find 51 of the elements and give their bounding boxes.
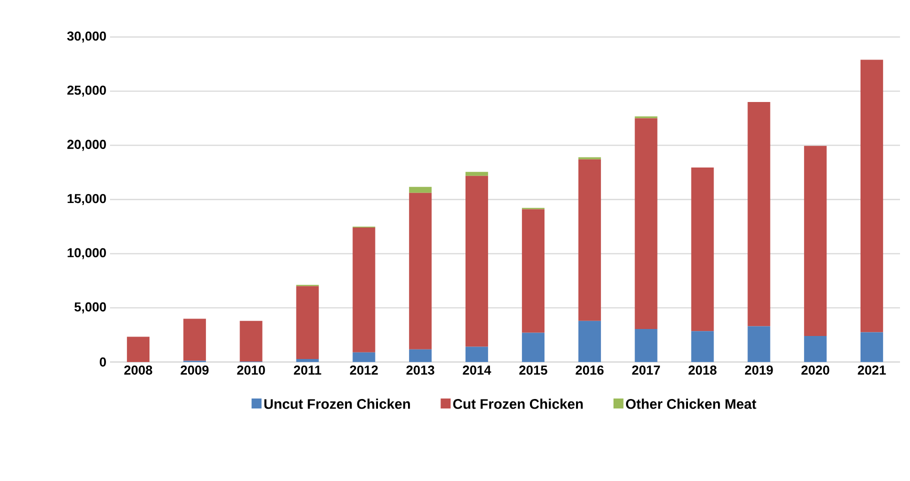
x-tick-label: 2017 xyxy=(632,366,660,375)
bar xyxy=(860,60,884,332)
y-tick-label: 5,000 xyxy=(74,302,106,314)
y-tick-label: 10,000 xyxy=(68,248,106,260)
x-tick-label: 2021 xyxy=(858,366,886,375)
y-tick-label: 30,000 xyxy=(67,31,106,43)
bar xyxy=(691,331,714,362)
bar xyxy=(748,102,770,326)
bar xyxy=(748,326,770,362)
bar xyxy=(126,336,150,362)
bar xyxy=(860,332,884,362)
legend-label: Uncut Frozen Chicken xyxy=(264,398,410,409)
bar xyxy=(804,336,827,362)
x-tick-label: 2010 xyxy=(237,366,265,375)
bar xyxy=(804,146,827,336)
x-tick-label: 2013 xyxy=(406,366,434,375)
bar xyxy=(466,172,488,176)
bar xyxy=(296,358,319,362)
x-tick-label: 2012 xyxy=(350,366,378,375)
x-tick-label: 2009 xyxy=(180,366,209,375)
x-tick-label: 2016 xyxy=(576,366,604,375)
bar xyxy=(578,159,601,321)
x-tick-label: 2014 xyxy=(462,366,492,375)
bar xyxy=(296,286,319,359)
y-tick-label: 25,000 xyxy=(67,86,106,97)
bar xyxy=(634,118,658,329)
bar xyxy=(578,320,601,362)
x-tick-label: 2015 xyxy=(519,366,548,375)
bar xyxy=(409,349,432,362)
bar xyxy=(352,227,376,352)
x-tick-label: 2019 xyxy=(744,366,773,375)
bar xyxy=(466,346,488,362)
y-tick-label: 15,000 xyxy=(68,194,106,206)
bar xyxy=(522,209,545,333)
bar xyxy=(691,168,714,332)
legend-label: Other Chicken Meat xyxy=(626,398,756,409)
bar xyxy=(409,192,432,350)
bar xyxy=(352,352,376,362)
bar xyxy=(183,318,206,361)
bar xyxy=(240,320,262,362)
bar xyxy=(409,186,432,193)
bar xyxy=(634,328,658,362)
bar xyxy=(522,332,545,362)
x-tick-label: 2011 xyxy=(294,366,322,375)
y-tick-label: 0 xyxy=(100,357,106,367)
x-tick-label: 2018 xyxy=(688,366,717,375)
y-tick-label: 20,000 xyxy=(67,140,106,151)
x-tick-label: 2008 xyxy=(124,366,152,375)
x-tick-label: 2020 xyxy=(801,366,830,375)
legend-label: Cut Frozen Chicken xyxy=(453,398,583,409)
bar xyxy=(466,176,488,347)
